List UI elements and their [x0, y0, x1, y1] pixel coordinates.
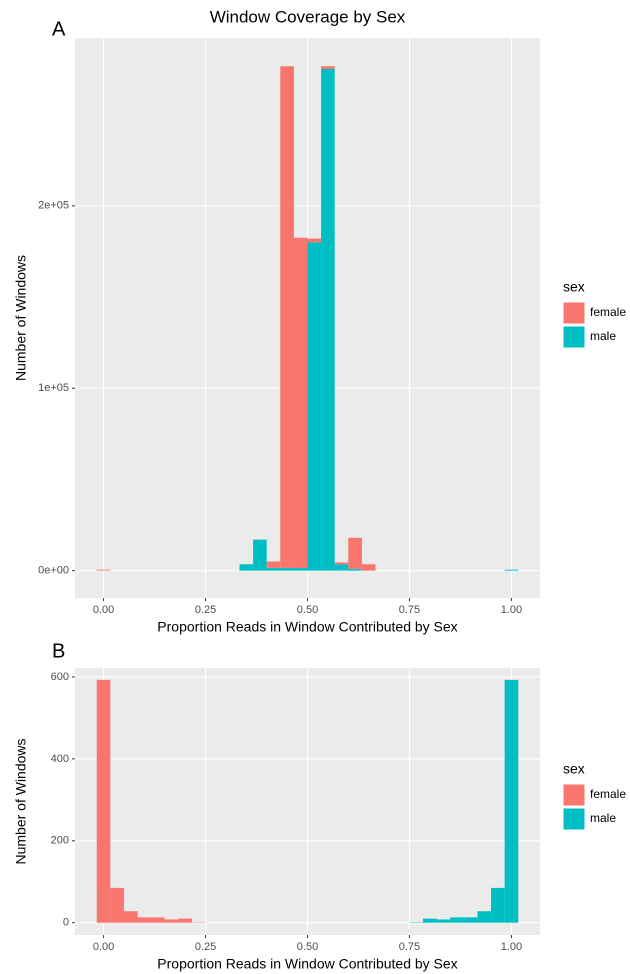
legend-title: sex	[563, 761, 585, 777]
bar	[253, 539, 267, 571]
x-axis-title: Proportion Reads in Window Contributed b…	[157, 956, 457, 972]
bar	[266, 561, 281, 568]
bar	[178, 918, 192, 923]
y-tick-label: 2e+05	[38, 200, 69, 212]
legend-key	[562, 783, 586, 807]
panel-label: A	[52, 18, 66, 40]
bar	[321, 66, 335, 70]
legend-label: female	[590, 305, 626, 319]
legend-key	[562, 301, 586, 325]
legend-label: male	[590, 329, 616, 343]
bar	[239, 564, 254, 571]
x-tick-label: 0.25	[195, 941, 216, 953]
panel-label: B	[52, 640, 65, 662]
x-tick-label: 1.00	[501, 604, 522, 616]
y-tick-label: 0	[63, 917, 69, 929]
bar	[96, 569, 111, 571]
bar	[280, 567, 294, 571]
legend-label: male	[590, 811, 616, 825]
y-tick-label: 400	[51, 753, 69, 765]
bar	[321, 69, 335, 571]
bar	[266, 567, 281, 571]
bar	[307, 238, 322, 243]
chart-title: Window Coverage by Sex	[210, 7, 406, 26]
legend-key	[562, 807, 586, 831]
y-tick-label: 200	[51, 835, 69, 847]
bar	[334, 562, 349, 565]
bar	[307, 242, 322, 571]
bar	[348, 537, 362, 569]
x-tick-label: 0.75	[399, 604, 420, 616]
x-tick-label: 1.00	[501, 941, 522, 953]
bar	[164, 919, 179, 923]
x-tick-label: 0.50	[297, 941, 318, 953]
bar	[293, 567, 308, 571]
bar	[436, 919, 451, 923]
legend-key	[562, 325, 586, 349]
y-axis-title: Number of Windows	[13, 255, 29, 381]
bar	[504, 569, 519, 571]
bar	[450, 917, 464, 923]
bar	[110, 887, 124, 923]
bar	[123, 911, 138, 923]
y-tick-label: 0e+00	[38, 565, 69, 577]
bar	[334, 564, 349, 571]
bar	[280, 66, 294, 568]
x-tick-label: 0.00	[93, 941, 114, 953]
bar	[491, 887, 505, 923]
bar	[463, 917, 478, 923]
y-tick-label: 600	[51, 671, 69, 683]
x-tick-label: 0.25	[195, 604, 216, 616]
y-tick-label: 1e+05	[38, 382, 69, 394]
legend-title: sex	[563, 279, 585, 295]
bar	[504, 679, 519, 923]
bar	[137, 917, 152, 923]
bar	[477, 911, 492, 923]
bar	[348, 568, 362, 571]
bar	[293, 237, 308, 568]
bar	[361, 564, 376, 571]
legend-label: female	[590, 787, 626, 801]
bar	[423, 918, 437, 923]
x-axis-title: Proportion Reads in Window Contributed b…	[157, 619, 457, 635]
x-tick-label: 0.50	[297, 604, 318, 616]
y-axis-title: Number of Windows	[13, 738, 29, 864]
bar	[151, 917, 165, 923]
x-tick-label: 0.75	[399, 941, 420, 953]
x-tick-label: 0.00	[93, 604, 114, 616]
bar	[96, 679, 111, 923]
